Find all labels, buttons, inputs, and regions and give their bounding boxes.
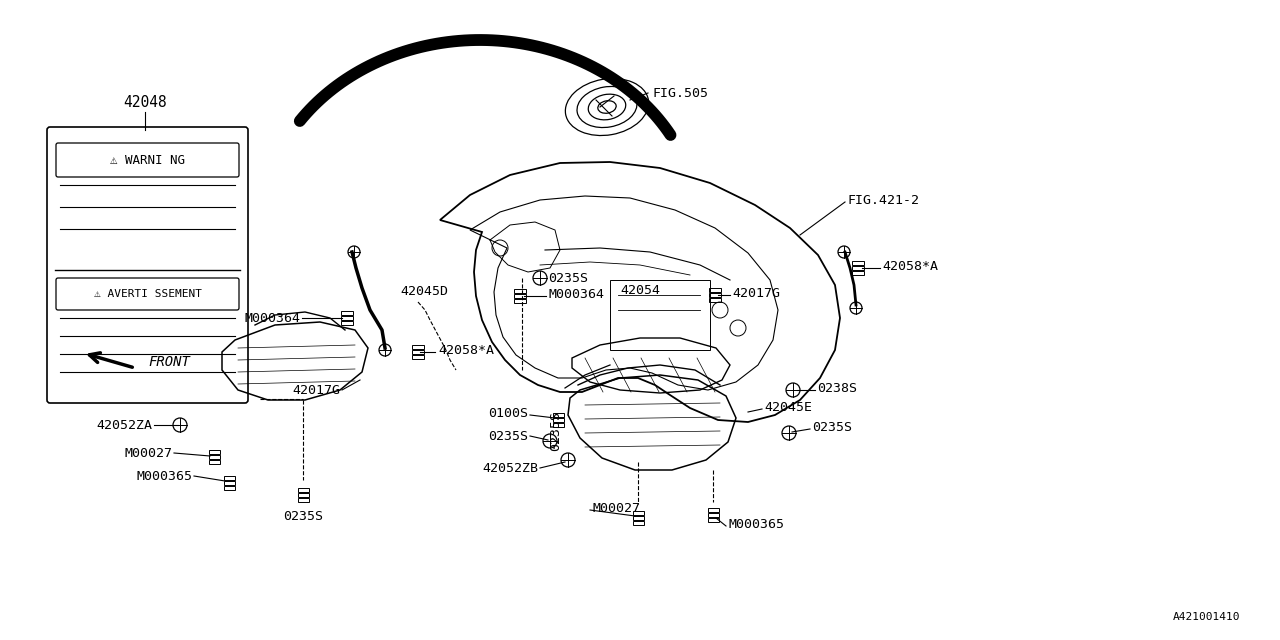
Bar (224, 476, 236, 480)
Bar (515, 294, 526, 298)
Bar (553, 418, 564, 422)
Text: A421001410: A421001410 (1172, 612, 1240, 622)
Text: M00027: M00027 (593, 502, 640, 515)
Bar (412, 350, 424, 354)
Text: M000365: M000365 (728, 518, 785, 531)
Bar (634, 521, 644, 525)
Bar (412, 345, 424, 349)
Bar (709, 288, 721, 292)
Text: ⚠ WARNI NG: ⚠ WARNI NG (110, 154, 186, 166)
Bar (209, 450, 220, 454)
Bar (708, 508, 719, 512)
Bar (634, 516, 644, 520)
Text: FRONT: FRONT (148, 355, 189, 369)
FancyBboxPatch shape (56, 278, 239, 310)
Text: ⚠ AVERTI SSEMENT: ⚠ AVERTI SSEMENT (93, 289, 201, 299)
Text: 42052ZA: 42052ZA (96, 419, 152, 431)
Bar (708, 513, 719, 517)
Text: M00027: M00027 (124, 447, 172, 460)
Bar (412, 355, 424, 359)
Bar (209, 455, 220, 459)
Text: 0235S: 0235S (283, 510, 323, 523)
Bar (553, 423, 564, 427)
Text: 0235S: 0235S (812, 420, 852, 433)
Text: 0235S: 0235S (488, 429, 529, 442)
Text: 42048: 42048 (123, 95, 166, 110)
FancyBboxPatch shape (47, 127, 248, 403)
Bar (515, 299, 526, 303)
Text: 0235S: 0235S (548, 271, 588, 285)
Text: FIG.421-2: FIG.421-2 (847, 193, 919, 207)
Bar (611, 280, 710, 350)
Text: 0238S: 0238S (817, 381, 858, 394)
Bar (298, 498, 308, 502)
Bar (553, 413, 564, 417)
Bar (224, 486, 236, 490)
Bar (852, 261, 864, 265)
Bar (709, 293, 721, 297)
Bar (209, 460, 220, 464)
Text: M000365: M000365 (136, 470, 192, 483)
Bar (515, 289, 526, 293)
Text: 42017G: 42017G (292, 383, 340, 397)
Bar (634, 511, 644, 515)
Text: 42045E: 42045E (764, 401, 812, 413)
Bar (708, 518, 719, 522)
Bar (340, 311, 353, 315)
Bar (340, 321, 353, 325)
Text: M000364: M000364 (244, 312, 300, 324)
Text: 42058*A: 42058*A (882, 259, 938, 273)
Text: 42045D: 42045D (401, 285, 448, 298)
Text: 0235S: 0235S (549, 411, 562, 451)
Bar (709, 298, 721, 302)
FancyBboxPatch shape (56, 143, 239, 177)
Text: 0100S: 0100S (488, 406, 529, 419)
Text: 42054: 42054 (620, 284, 660, 296)
Text: 42052ZB: 42052ZB (483, 461, 538, 474)
Text: 42058*A: 42058*A (438, 344, 494, 356)
Bar (340, 316, 353, 320)
Bar (298, 493, 308, 497)
Bar (298, 488, 308, 492)
Text: M000364: M000364 (548, 287, 604, 301)
Bar (224, 481, 236, 485)
Bar (852, 266, 864, 270)
Text: 42017G: 42017G (732, 287, 780, 300)
Text: FIG.505: FIG.505 (652, 86, 708, 99)
Bar (852, 271, 864, 275)
